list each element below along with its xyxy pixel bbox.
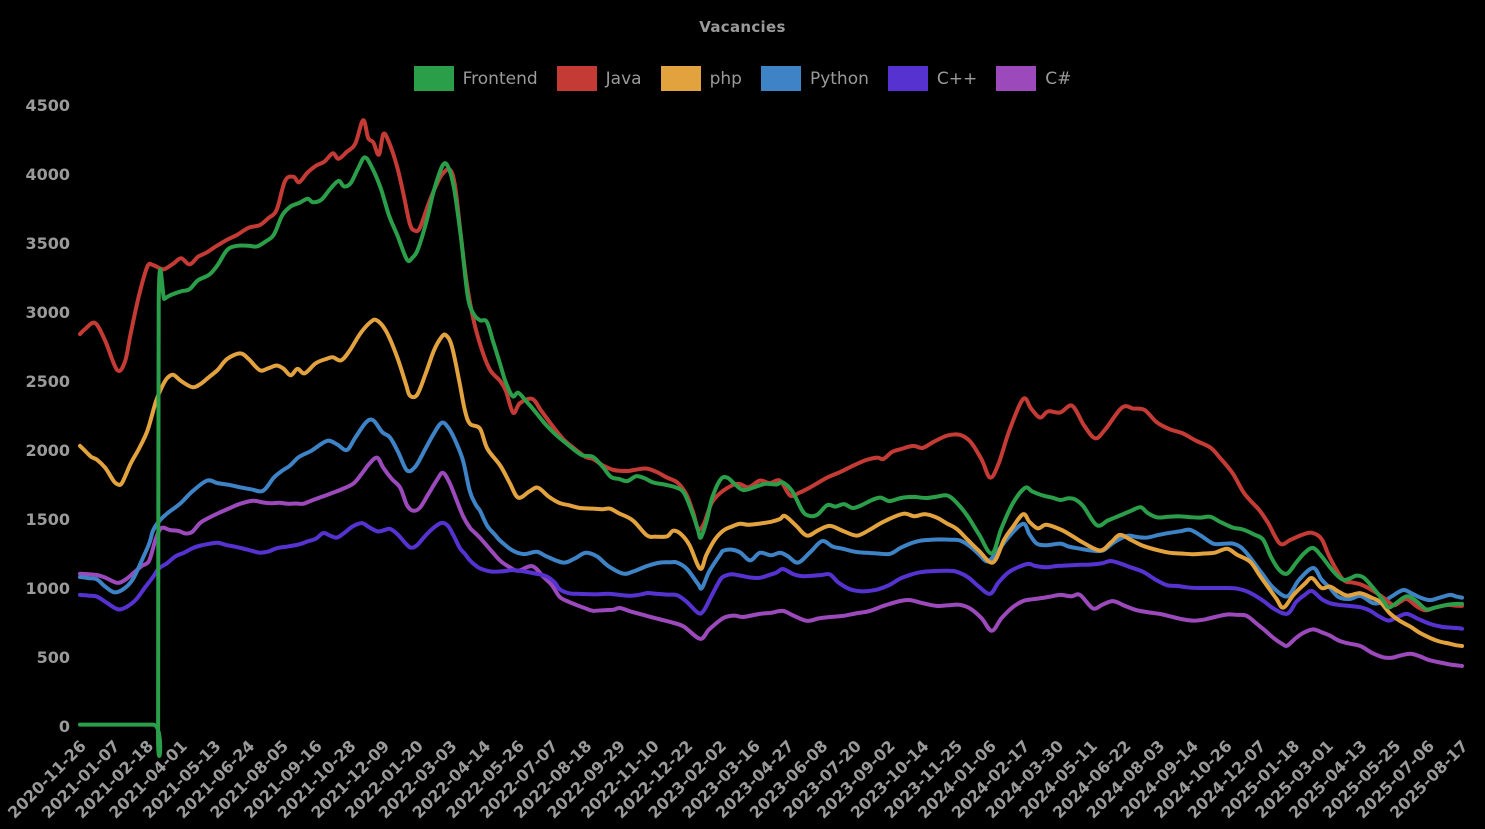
y-axis-tick-label: 2000 <box>25 441 70 460</box>
legend-item-java[interactable]: Java <box>556 66 642 91</box>
legend-swatch-php <box>660 66 701 91</box>
legend-item-php[interactable]: php <box>660 66 742 91</box>
series-line-python <box>78 417 1464 606</box>
y-axis-tick-label: 0 <box>59 717 70 736</box>
legend-swatch-c <box>996 66 1037 91</box>
y-axis: 0 500 1000 1500 2000 2500 3000 3500 4000 4500 <box>25 96 70 736</box>
legend-item-python[interactable]: Python <box>760 66 869 91</box>
legend-swatch-frontend <box>413 66 454 91</box>
x-axis: 2020-11-262021-01-072021-02-182021-04-01… <box>4 736 1472 822</box>
legend-item-c[interactable]: C++ <box>887 66 978 91</box>
legend-label: Frontend <box>462 68 538 89</box>
chart-legend: Frontend Java php Python C++ C# <box>0 66 1485 91</box>
legend-item-frontend[interactable]: Frontend <box>413 66 538 91</box>
series-line-c <box>78 520 1464 631</box>
y-axis-tick-label: 4500 <box>25 96 70 115</box>
legend-label: php <box>709 68 742 89</box>
legend-label: C# <box>1045 68 1072 89</box>
y-axis-tick-label: 3000 <box>25 303 70 322</box>
chart-title: Vacancies <box>699 18 786 36</box>
series-line-frontend <box>78 155 1464 758</box>
plot-area <box>78 118 1464 758</box>
legend-swatch-python <box>760 66 801 91</box>
legend-label: Java <box>605 68 642 89</box>
y-axis-tick-label: 3500 <box>25 234 70 253</box>
y-axis-tick-label: 4000 <box>25 165 70 184</box>
legend-swatch-java <box>556 66 597 91</box>
legend-label: C++ <box>936 68 978 89</box>
y-axis-tick-label: 1500 <box>25 510 70 529</box>
y-axis-tick-label: 2500 <box>25 372 70 391</box>
legend-item-c[interactable]: C# <box>996 66 1071 91</box>
series-line-c <box>78 455 1464 668</box>
series-line-php <box>78 317 1464 648</box>
y-axis-tick-label: 500 <box>37 648 70 667</box>
y-axis-tick-label: 1000 <box>25 579 70 598</box>
legend-swatch-c <box>887 66 928 91</box>
legend-label: Python <box>809 68 869 89</box>
